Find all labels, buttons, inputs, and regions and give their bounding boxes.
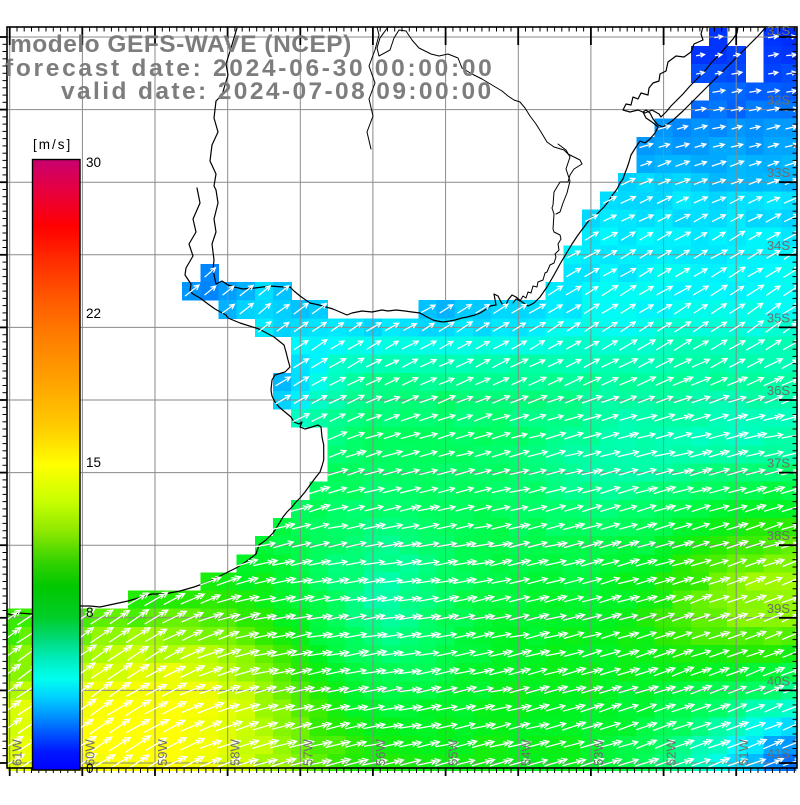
- svg-text:55W: 55W: [446, 739, 461, 766]
- svg-text:34S: 34S: [767, 238, 790, 253]
- svg-text:32S: 32S: [767, 93, 790, 108]
- svg-text:36S: 36S: [767, 383, 790, 398]
- svg-text:0: 0: [86, 761, 94, 776]
- svg-text:51W: 51W: [736, 739, 751, 766]
- svg-text:38S: 38S: [767, 528, 790, 543]
- svg-text:35S: 35S: [767, 310, 790, 325]
- svg-text:53W: 53W: [591, 739, 606, 766]
- svg-text:56W: 56W: [373, 739, 388, 766]
- svg-text:22: 22: [86, 306, 101, 321]
- svg-text:8: 8: [86, 605, 94, 620]
- svg-text:33S: 33S: [767, 165, 790, 180]
- svg-text:41S: 41S: [767, 746, 790, 761]
- svg-text:37S: 37S: [767, 456, 790, 471]
- svg-text:59W: 59W: [155, 739, 170, 766]
- svg-text:60W: 60W: [82, 739, 97, 766]
- svg-text:57W: 57W: [300, 739, 315, 766]
- svg-text:modelo GEFS-WAVE (NCEP): modelo GEFS-WAVE (NCEP): [10, 31, 352, 58]
- svg-text:58W: 58W: [228, 739, 243, 766]
- svg-text:forecast date: 2024-06-30 00:0: forecast date: 2024-06-30 00:00:00: [5, 55, 494, 82]
- svg-text:39S: 39S: [767, 601, 790, 616]
- svg-text:15: 15: [86, 455, 101, 470]
- svg-text:31S: 31S: [767, 23, 790, 38]
- svg-text:40S: 40S: [767, 673, 790, 688]
- svg-text:52W: 52W: [664, 739, 679, 766]
- svg-text:[m/s]: [m/s]: [33, 137, 72, 152]
- svg-text:54W: 54W: [518, 739, 533, 766]
- svg-text:61W: 61W: [10, 739, 25, 766]
- svg-text:30: 30: [86, 155, 101, 170]
- svg-text:valid date: 2024-07-08 09:00:0: valid date: 2024-07-08 09:00:00: [61, 78, 494, 105]
